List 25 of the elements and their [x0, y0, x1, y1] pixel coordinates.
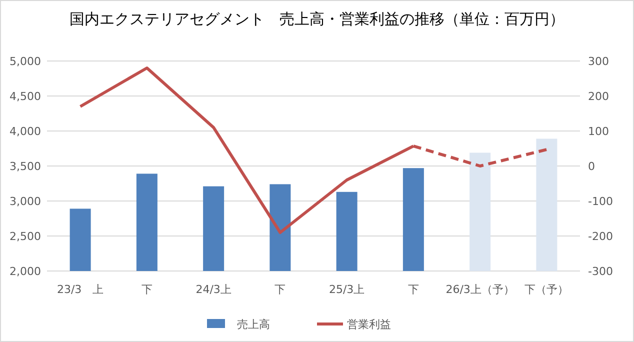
- y2-tick-label: -100: [588, 195, 613, 208]
- y-tick-label: 4,000: [10, 125, 41, 138]
- y-tick-label: 3,500: [10, 160, 41, 173]
- x-tick-label: 下: [408, 283, 419, 296]
- legend-label: 営業利益: [347, 318, 391, 331]
- x-tick-label: 26/3上（予）: [446, 283, 514, 296]
- legend-label: 売上高: [237, 318, 270, 331]
- y2-tick-label: 200: [588, 90, 609, 103]
- x-tick-label: 23/3 上: [56, 283, 104, 296]
- y2-tick-label: -200: [588, 230, 613, 243]
- y-tick-label: 2,500: [10, 230, 41, 243]
- y2-tick-label: -300: [588, 265, 613, 278]
- y-tick-label: 2,000: [10, 265, 41, 278]
- y-tick-label: 5,000: [10, 55, 41, 68]
- x-tick-label: 下（予）: [524, 283, 569, 296]
- chart-title: 国内エクステリアセグメント 売上高・営業利益の推移（単位：百万円）: [70, 10, 564, 28]
- y2-tick-label: 100: [588, 125, 609, 138]
- y-tick-label: 3,000: [10, 195, 41, 208]
- x-tick-label: 下: [274, 283, 286, 296]
- x-tick-label: 下: [141, 283, 152, 296]
- y2-tick-label: 0: [588, 160, 595, 173]
- x-tick-label: 24/3上: [196, 283, 232, 296]
- x-tick-label: 25/3上: [328, 283, 365, 296]
- y2-tick-label: 300: [588, 55, 609, 68]
- y-tick-label: 4,500: [10, 90, 41, 103]
